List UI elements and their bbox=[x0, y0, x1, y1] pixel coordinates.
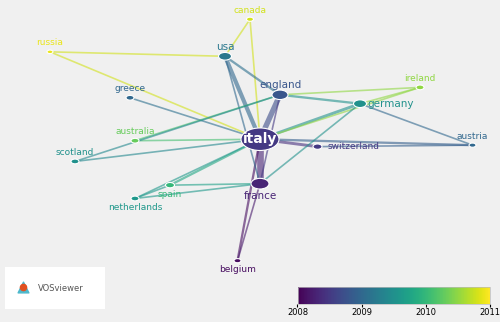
Text: netherlands: netherlands bbox=[108, 203, 162, 212]
Circle shape bbox=[469, 143, 476, 147]
FancyBboxPatch shape bbox=[0, 264, 113, 312]
Text: canada: canada bbox=[234, 6, 266, 15]
Text: italy: italy bbox=[243, 132, 277, 146]
Text: australia: australia bbox=[115, 127, 155, 136]
Circle shape bbox=[354, 100, 366, 108]
Point bbox=[19, 285, 27, 290]
Circle shape bbox=[234, 259, 241, 263]
Text: usa: usa bbox=[216, 42, 234, 52]
Text: france: france bbox=[244, 191, 276, 201]
Circle shape bbox=[47, 50, 53, 54]
Circle shape bbox=[71, 159, 79, 164]
Circle shape bbox=[218, 52, 232, 60]
Text: switzerland: switzerland bbox=[328, 142, 380, 151]
Circle shape bbox=[246, 17, 254, 21]
Text: austria: austria bbox=[457, 132, 488, 141]
Text: england: england bbox=[259, 80, 301, 90]
Circle shape bbox=[131, 196, 139, 201]
Text: VOSviewer: VOSviewer bbox=[38, 284, 84, 293]
Point bbox=[19, 285, 27, 290]
Circle shape bbox=[313, 144, 322, 149]
Text: greece: greece bbox=[114, 84, 146, 93]
Circle shape bbox=[131, 138, 139, 143]
Text: germany: germany bbox=[368, 99, 414, 109]
Circle shape bbox=[272, 90, 288, 99]
Circle shape bbox=[166, 183, 174, 188]
Circle shape bbox=[126, 95, 134, 100]
Text: scotland: scotland bbox=[56, 148, 94, 157]
Circle shape bbox=[241, 128, 279, 150]
Text: russia: russia bbox=[36, 38, 64, 47]
Text: belgium: belgium bbox=[219, 265, 256, 274]
Circle shape bbox=[416, 85, 424, 90]
Circle shape bbox=[251, 178, 269, 189]
Text: spain: spain bbox=[158, 190, 182, 199]
Text: ireland: ireland bbox=[404, 74, 436, 83]
